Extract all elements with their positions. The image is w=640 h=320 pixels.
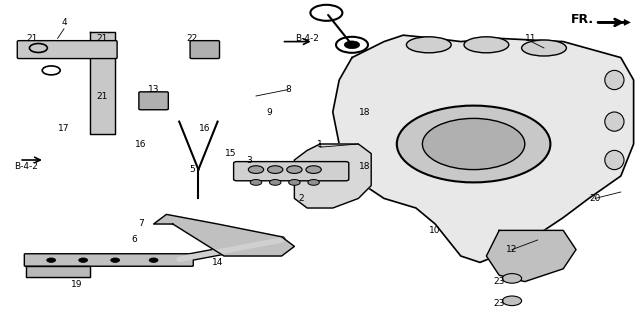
Text: FR.: FR. [571, 13, 594, 26]
Ellipse shape [522, 40, 566, 56]
Circle shape [306, 166, 321, 173]
Circle shape [47, 258, 56, 262]
Circle shape [287, 166, 302, 173]
Text: 22: 22 [186, 34, 198, 43]
Text: B-4-2: B-4-2 [13, 162, 38, 171]
Text: 5: 5 [189, 165, 195, 174]
Text: 4: 4 [61, 18, 67, 27]
Text: 14: 14 [212, 258, 223, 267]
FancyBboxPatch shape [17, 41, 117, 59]
Ellipse shape [406, 37, 451, 53]
Text: 11: 11 [525, 34, 537, 43]
Text: 10: 10 [429, 226, 441, 235]
Text: 3: 3 [247, 156, 252, 164]
Polygon shape [154, 214, 294, 256]
Circle shape [111, 258, 120, 262]
Text: 21: 21 [26, 34, 38, 43]
FancyBboxPatch shape [24, 254, 193, 266]
Text: 18: 18 [359, 108, 371, 116]
Text: 2: 2 [298, 194, 303, 203]
Text: 8: 8 [285, 85, 291, 94]
Ellipse shape [605, 70, 624, 90]
Text: 1: 1 [317, 140, 323, 148]
Polygon shape [90, 32, 115, 134]
Text: B-4-2: B-4-2 [295, 34, 319, 43]
FancyBboxPatch shape [190, 41, 220, 59]
Circle shape [308, 180, 319, 185]
Text: 21: 21 [97, 34, 108, 43]
Text: 15: 15 [225, 149, 236, 158]
Circle shape [422, 118, 525, 170]
Text: 6: 6 [132, 236, 137, 244]
Circle shape [397, 106, 550, 182]
Ellipse shape [464, 37, 509, 53]
Text: 23: 23 [493, 277, 505, 286]
Text: 7: 7 [138, 220, 143, 228]
Text: 17: 17 [58, 124, 70, 132]
Text: 12: 12 [506, 245, 518, 254]
Circle shape [79, 258, 88, 262]
Text: 20: 20 [589, 194, 601, 203]
Ellipse shape [605, 112, 624, 131]
Circle shape [149, 258, 158, 262]
Text: 18: 18 [359, 162, 371, 171]
Text: 19: 19 [71, 280, 83, 289]
Circle shape [344, 41, 360, 49]
Circle shape [248, 166, 264, 173]
FancyBboxPatch shape [139, 92, 168, 110]
Polygon shape [294, 144, 371, 208]
Circle shape [289, 180, 300, 185]
Text: 21: 21 [97, 92, 108, 100]
Polygon shape [486, 230, 576, 282]
Text: 16: 16 [135, 140, 147, 148]
Circle shape [268, 166, 283, 173]
Polygon shape [26, 266, 90, 277]
FancyBboxPatch shape [234, 162, 349, 181]
Text: 13: 13 [148, 85, 159, 94]
Circle shape [502, 296, 522, 306]
Text: 16: 16 [199, 124, 211, 132]
Circle shape [250, 180, 262, 185]
Circle shape [269, 180, 281, 185]
Polygon shape [333, 35, 634, 262]
Circle shape [502, 274, 522, 283]
Ellipse shape [605, 150, 624, 170]
Text: 9: 9 [266, 108, 271, 116]
Text: 23: 23 [493, 300, 505, 308]
